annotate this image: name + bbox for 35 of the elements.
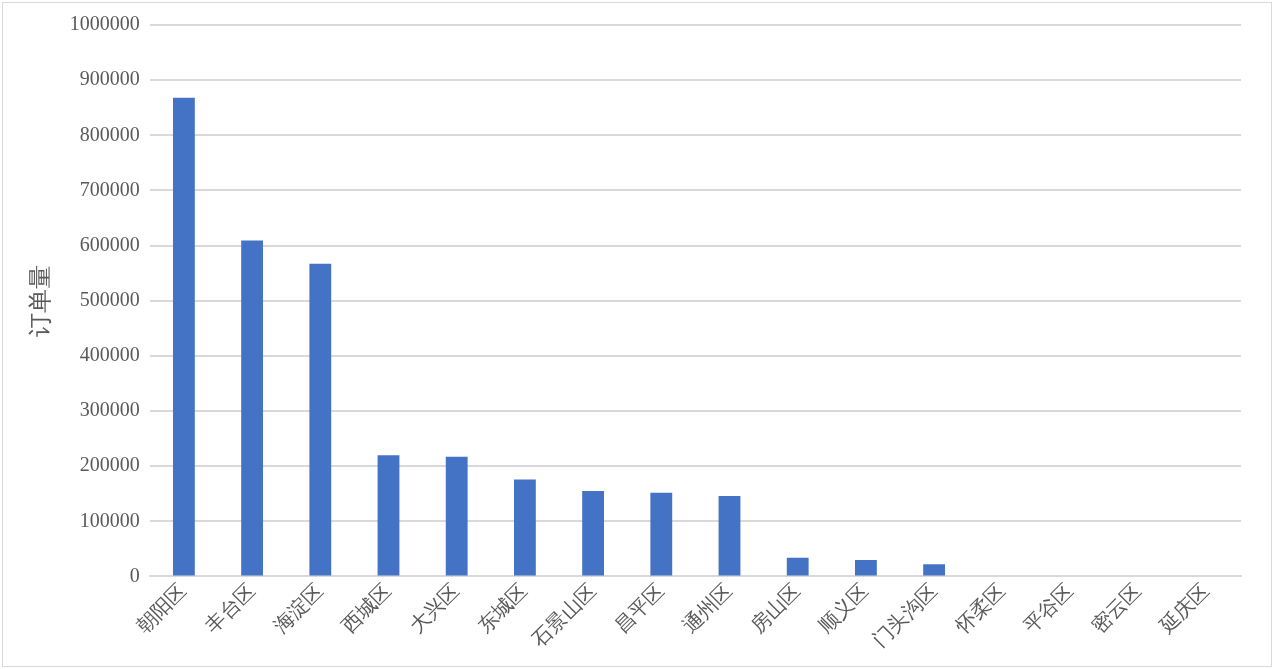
y-tick-label: 0 bbox=[129, 563, 140, 586]
y-tick-label: 900000 bbox=[79, 67, 140, 90]
x-tick-label: 昌平区 bbox=[609, 578, 668, 637]
y-tick-label: 200000 bbox=[79, 453, 140, 476]
y-tick-label: 700000 bbox=[79, 177, 140, 200]
x-tick-label: 西城区 bbox=[337, 578, 396, 637]
bar bbox=[718, 495, 741, 576]
bar bbox=[241, 240, 264, 576]
y-tick-label: 300000 bbox=[79, 398, 140, 421]
bar bbox=[309, 263, 332, 576]
x-tick-label: 密云区 bbox=[1087, 578, 1146, 637]
y-tick-label: 100000 bbox=[79, 508, 140, 531]
y-axis-title: 订单量 bbox=[26, 264, 53, 337]
x-tick-label: 通州区 bbox=[678, 578, 737, 637]
y-tick-label: 400000 bbox=[79, 343, 140, 366]
bar bbox=[582, 490, 605, 576]
bar bbox=[854, 559, 877, 576]
bar bbox=[650, 492, 673, 576]
y-tick-label: 500000 bbox=[79, 287, 140, 310]
x-tick-label: 延庆区 bbox=[1154, 578, 1214, 638]
x-tick-label: 大兴区 bbox=[405, 578, 464, 637]
bar bbox=[513, 479, 536, 576]
bar bbox=[786, 557, 809, 576]
x-tick-label: 怀柔区 bbox=[950, 578, 1009, 638]
x-tick-label: 房山区 bbox=[746, 578, 805, 637]
x-tick-label: 平谷区 bbox=[1019, 578, 1078, 637]
bar bbox=[377, 455, 400, 576]
bar bbox=[172, 97, 195, 576]
x-tick-label: 丰台区 bbox=[200, 578, 259, 637]
y-tick-label: 800000 bbox=[79, 122, 140, 145]
y-tick-label: 600000 bbox=[79, 232, 140, 255]
x-tick-label: 海淀区 bbox=[268, 578, 327, 637]
bar bbox=[445, 456, 468, 576]
bar bbox=[923, 564, 946, 576]
y-tick-label: 1000000 bbox=[69, 12, 140, 35]
